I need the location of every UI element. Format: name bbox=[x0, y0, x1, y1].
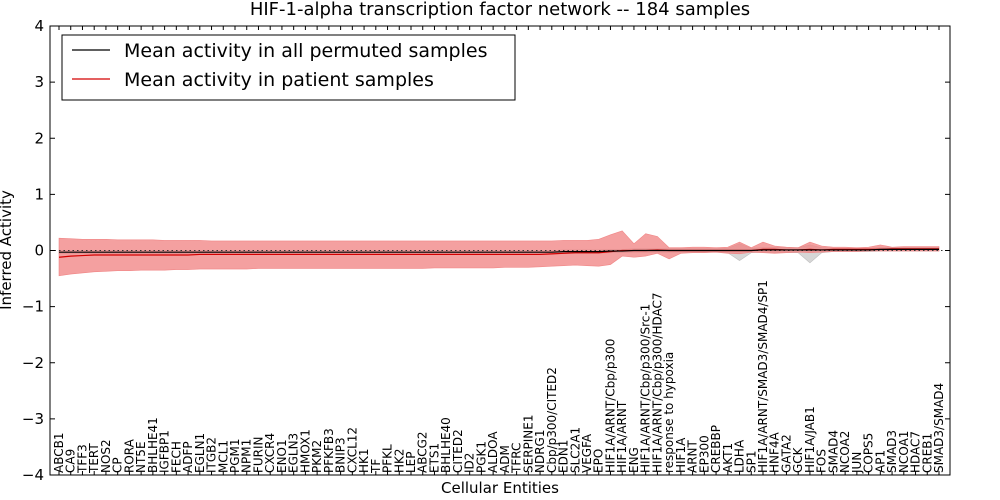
x-tick-label: PGM1 bbox=[228, 438, 242, 473]
x-tick-label: PKM2 bbox=[310, 440, 324, 473]
x-tick-label: EP300 bbox=[697, 435, 711, 473]
x-tick-label: JUN bbox=[850, 452, 864, 474]
x-tick-label: LDHA bbox=[733, 439, 747, 473]
x-tick-label: FOS bbox=[815, 449, 829, 473]
x-tick-label: ARNT bbox=[686, 439, 700, 473]
y-tick-label: −4 bbox=[22, 466, 44, 484]
y-tick-label: 3 bbox=[34, 73, 44, 91]
x-tick-label: HIF1A/ARNT/Cbp/p300 bbox=[603, 339, 617, 473]
x-tick-label: GCK bbox=[791, 446, 805, 473]
x-tick-label: CREB1 bbox=[920, 433, 934, 473]
x-tick-label: NPM1 bbox=[240, 439, 254, 473]
x-tick-label: EGLN3 bbox=[287, 433, 301, 473]
x-tick-label: COPS5 bbox=[862, 433, 876, 473]
x-tick-label: SMAD3/SMAD4 bbox=[932, 383, 946, 473]
x-tick-label: CITED2 bbox=[451, 429, 465, 473]
x-tick-label: FECH bbox=[169, 441, 183, 473]
x-tick-label: HK1 bbox=[357, 448, 371, 473]
y-tick-label: −2 bbox=[22, 354, 44, 372]
x-tick-label: AP1 bbox=[873, 450, 887, 473]
x-tick-label: ID2 bbox=[463, 453, 477, 473]
x-tick-label: ALDOA bbox=[486, 431, 500, 473]
x-tick-label: GATA2 bbox=[779, 434, 793, 473]
y-axis-label: Inferred Activity bbox=[0, 190, 15, 310]
legend: Mean activity in all permuted samples Me… bbox=[61, 34, 516, 101]
x-tick-label: HIF1A/JAB1 bbox=[803, 406, 817, 473]
permuted-mean-line bbox=[59, 248, 939, 253]
x-tick-label: RORA bbox=[122, 438, 136, 473]
x-tick-label: EPO bbox=[592, 449, 606, 473]
x-tick-label: ETS1 bbox=[427, 443, 441, 473]
x-tick-label: BNIP3 bbox=[334, 437, 348, 473]
x-tick-label: SMAD4 bbox=[826, 430, 840, 473]
x-tick-label: HIF1A/ARNT/Cbp/p300/HDAC7 bbox=[650, 292, 664, 473]
legend-label-patient: Mean activity in patient samples bbox=[124, 69, 434, 91]
x-tick-label: HIF1A/ARNT/SMAD3/SMAD4/SP1 bbox=[756, 280, 770, 473]
y-tick-label: −1 bbox=[22, 298, 44, 316]
x-tick-label: TERT bbox=[87, 443, 101, 474]
x-tick-label: EGLN1 bbox=[193, 433, 207, 473]
x-tick-label: ITGB2 bbox=[205, 437, 219, 473]
x-tick-label: response to hypoxia bbox=[662, 352, 676, 473]
x-tick-label: NOS2 bbox=[99, 439, 113, 473]
x-tick-label: TFF3 bbox=[75, 444, 89, 474]
x-tick-label: CXCL12 bbox=[345, 427, 359, 473]
y-tick-label: 2 bbox=[34, 129, 44, 147]
x-tick-label: IGFBP1 bbox=[158, 430, 172, 473]
x-tick-label: SP1 bbox=[744, 451, 758, 474]
x-tick-label: NCOA1 bbox=[897, 431, 911, 473]
y-tick-label: 1 bbox=[34, 185, 44, 203]
x-tick-label: ADFP bbox=[181, 441, 195, 473]
patient-band bbox=[58, 230, 940, 277]
x-tick-label: HDAC7 bbox=[909, 431, 923, 473]
x-tick-label: HIF1A bbox=[674, 437, 688, 473]
x-tick-label: ENO1 bbox=[275, 439, 289, 473]
x-tick-label: HIF1A/ARNT/Cbp/p300/Src-1 bbox=[639, 304, 653, 473]
x-tick-label: FURIN bbox=[251, 436, 265, 473]
x-tick-label: ABCB1 bbox=[52, 433, 66, 473]
x-tick-label: AKT1 bbox=[721, 443, 735, 473]
x-tick-label: VEGFA bbox=[580, 433, 594, 473]
legend-box bbox=[61, 34, 516, 101]
x-tick-label: CREBBP bbox=[709, 425, 723, 473]
x-tick-label: EDN1 bbox=[557, 440, 571, 473]
x-tick-label: NDRG1 bbox=[533, 430, 547, 474]
x-tick-label: LEP bbox=[404, 451, 418, 473]
x-tick-label: Cbp/p300/CITED2 bbox=[545, 367, 559, 473]
x-tick-label: CXCR4 bbox=[263, 433, 277, 473]
x-tick-label: CA9 bbox=[64, 449, 78, 473]
y-tick-label: 0 bbox=[34, 242, 44, 260]
x-tick-label: SLC2A1 bbox=[568, 427, 582, 473]
x-tick-label: ADM bbox=[498, 445, 512, 473]
x-tick-label: HIF1A/ARNT bbox=[615, 400, 629, 473]
x-tick-label: TFRC bbox=[510, 443, 524, 474]
x-tick-label: PFKL bbox=[381, 444, 395, 473]
x-tick-label: HMOX1 bbox=[298, 429, 312, 473]
y-tick-label: −3 bbox=[22, 410, 44, 428]
x-tick-label: MCL1 bbox=[216, 440, 230, 473]
x-tick-label: HNF4A bbox=[768, 431, 782, 473]
x-tick-label: NCOA2 bbox=[838, 431, 852, 473]
x-axis-label: Cellular Entities bbox=[441, 479, 559, 497]
x-tick-label: PGK1 bbox=[474, 441, 488, 473]
x-tick-label: BHLHE41 bbox=[146, 417, 160, 473]
x-tick-label: CP bbox=[111, 457, 125, 473]
x-tick-label: NT5E bbox=[134, 441, 148, 473]
x-tick-label: ABCG2 bbox=[416, 431, 430, 473]
x-tick-label: BHLHE40 bbox=[439, 417, 453, 473]
chart-title: HIF-1-alpha transcription factor network… bbox=[250, 0, 750, 20]
x-tick-label: HK2 bbox=[392, 448, 406, 473]
y-tick-label: 4 bbox=[34, 17, 44, 35]
legend-label-permuted: Mean activity in all permuted samples bbox=[124, 40, 487, 62]
x-tick-label: SERPINE1 bbox=[521, 414, 535, 473]
x-tick-label: ENG bbox=[627, 447, 641, 473]
x-tick-label: PFKFB3 bbox=[322, 428, 336, 473]
x-tick-label: TF bbox=[369, 459, 383, 474]
x-tick-label: SMAD3 bbox=[885, 430, 899, 473]
